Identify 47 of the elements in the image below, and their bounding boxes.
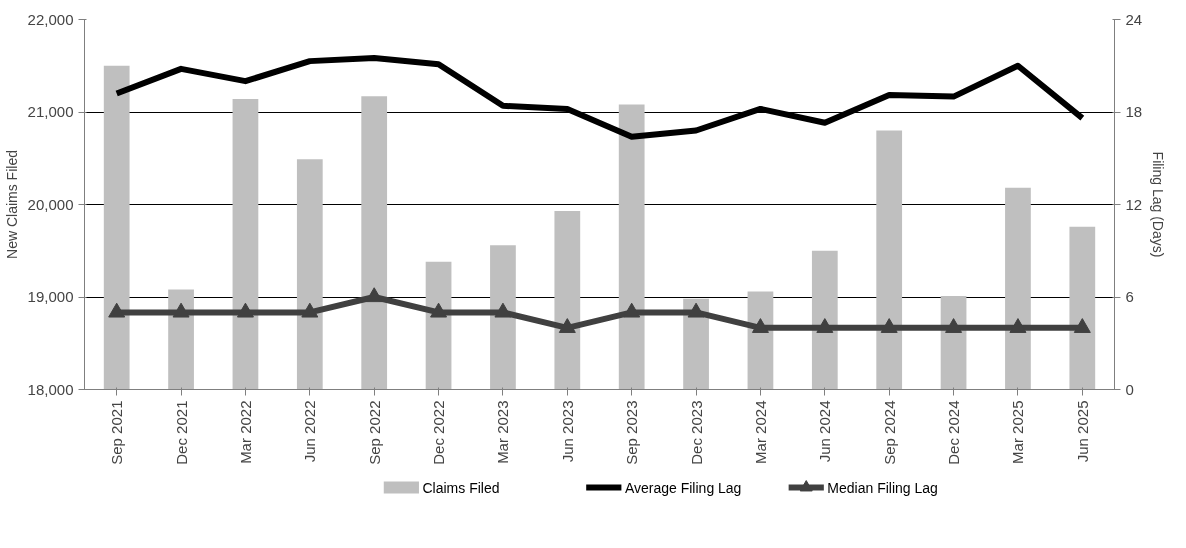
legend-label: Average Filing Lag xyxy=(624,479,742,496)
y2-axis-title: Filing Lag (Days) xyxy=(1150,151,1167,258)
point xyxy=(108,302,126,318)
y2-tick-label: 6 xyxy=(1125,288,1134,305)
y-axis-title: New Claims Filed xyxy=(3,150,20,259)
legend-label: Median Filing Lag xyxy=(827,479,938,496)
point xyxy=(365,287,383,303)
point xyxy=(1073,318,1091,333)
point xyxy=(558,318,576,333)
y2-tick-label: 12 xyxy=(1125,195,1143,213)
y-tick-label: 21,000 xyxy=(27,103,74,120)
y2-tick-label: 24 xyxy=(1125,10,1143,28)
point xyxy=(301,302,319,318)
x-tick-label: Jun 2022 xyxy=(301,400,319,463)
y2-tick-label: 18 xyxy=(1125,103,1143,120)
x-tick-label: Sep 2022 xyxy=(365,400,383,465)
y2-tick-label: 0 xyxy=(1125,380,1134,398)
x-tick-label: Jun 2025 xyxy=(1073,400,1091,463)
y-tick-label: 20,000 xyxy=(27,195,74,213)
point xyxy=(945,318,963,333)
y-tick-label: 18,000 xyxy=(27,380,74,398)
x-tick-label: Sep 2023 xyxy=(623,400,641,465)
x-tick-label: Mar 2023 xyxy=(494,400,512,464)
point xyxy=(1009,318,1027,333)
x-tick-label: Dec 2024 xyxy=(945,400,963,465)
point xyxy=(236,302,254,318)
point xyxy=(623,302,641,318)
point xyxy=(687,302,705,318)
x-tick-label: Mar 2024 xyxy=(751,400,769,464)
point xyxy=(494,302,512,318)
point xyxy=(751,318,769,333)
point xyxy=(172,302,190,318)
x-tick-label: Sep 2021 xyxy=(108,400,126,465)
x-tick-label: Jun 2024 xyxy=(816,400,834,463)
point xyxy=(816,318,834,333)
point xyxy=(880,318,898,333)
x-tick-label: Mar 2022 xyxy=(236,400,254,464)
x-tick-label: Dec 2021 xyxy=(172,400,190,465)
x-tick-label: Dec 2023 xyxy=(687,400,705,465)
x-tick-label: Sep 2024 xyxy=(880,400,898,465)
y-tick-label: 19,000 xyxy=(27,288,74,305)
x-tick-label: Mar 2025 xyxy=(1009,400,1027,464)
x-tick-label: Jun 2023 xyxy=(558,400,576,463)
x-tick-label: Dec 2022 xyxy=(430,400,448,465)
legend-label: Claims Filed xyxy=(422,479,500,496)
y-tick-label: 22,000 xyxy=(27,10,74,28)
point xyxy=(430,302,448,318)
